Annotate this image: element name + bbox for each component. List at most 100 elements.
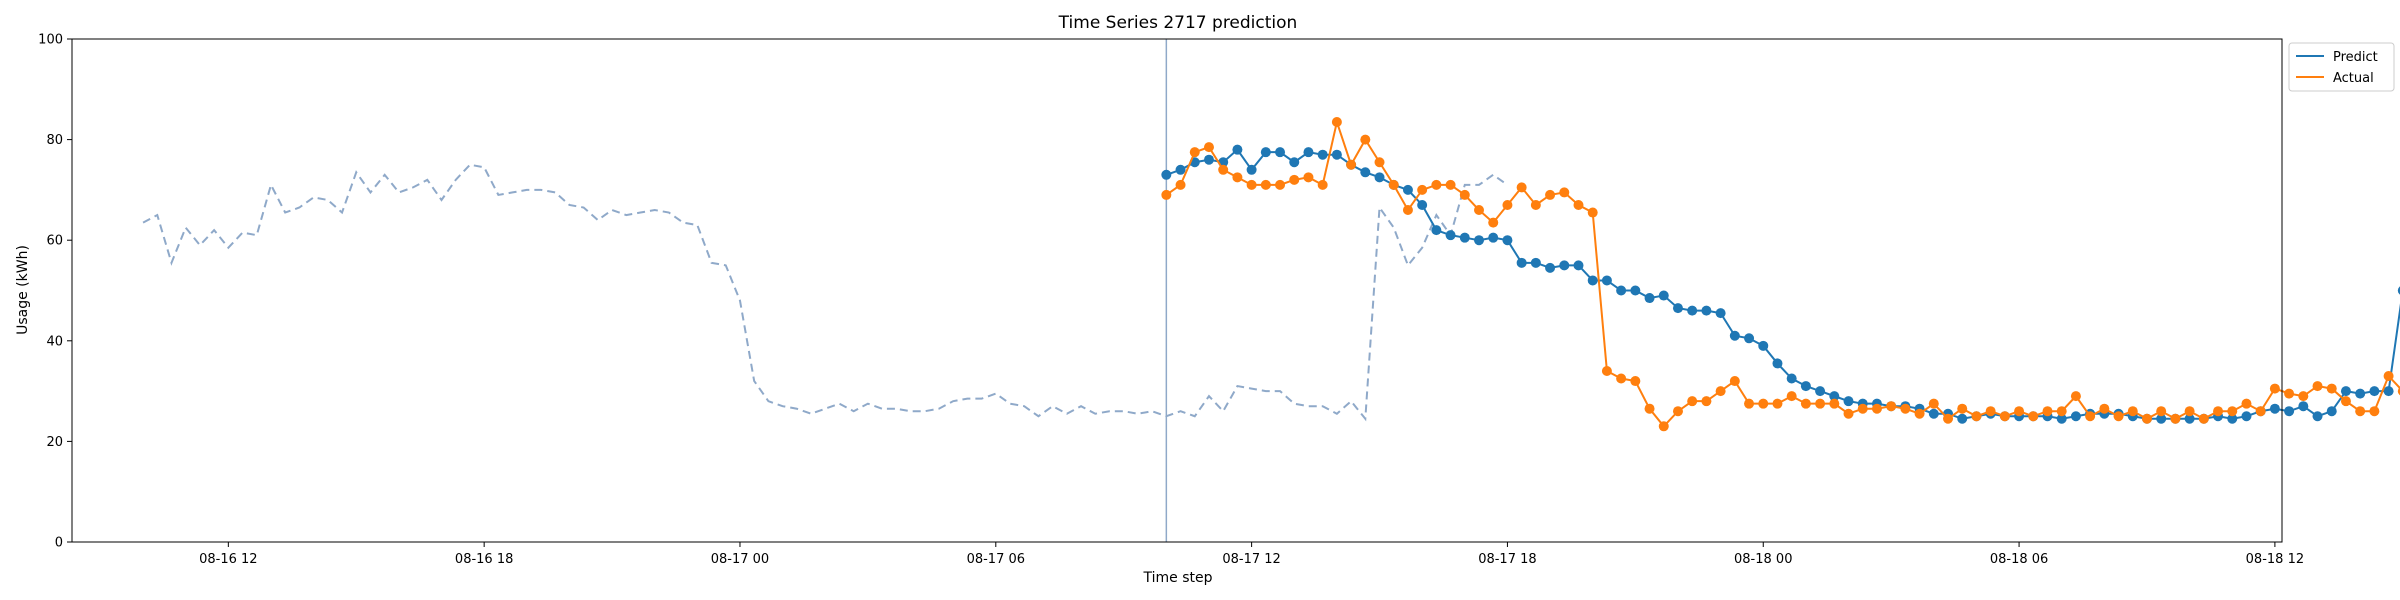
predict-point (1573, 260, 1584, 271)
predict-point (1474, 235, 1485, 246)
predict-point (1417, 199, 1428, 210)
actual-point (1573, 199, 1584, 210)
predict-point (1744, 333, 1755, 344)
predict-point (1786, 373, 1797, 384)
actual-point (1886, 401, 1897, 412)
actual-point (1488, 217, 1499, 228)
actual-point (1374, 157, 1385, 168)
legend: Predict Actual (2288, 42, 2395, 92)
actual-point (1360, 134, 1371, 145)
actual-point (1545, 189, 1556, 200)
predict-point (1630, 285, 1641, 296)
predict-point (1175, 164, 1186, 175)
predict-point (2184, 413, 2195, 424)
actual-point (1715, 386, 1726, 397)
actual-point (2014, 406, 2025, 417)
actual-point (1161, 189, 1172, 200)
predict-point (1232, 144, 1243, 155)
actual-point (1260, 179, 1271, 190)
predict-point (2312, 411, 2323, 422)
actual-point (1729, 376, 1740, 387)
actual-point (1957, 403, 1968, 414)
predict-point (1275, 147, 1286, 158)
x-tick-label: 08-18 12 (2246, 552, 2304, 567)
actual-point (1985, 406, 1996, 417)
predict-point (1360, 167, 1371, 178)
actual-point (1417, 184, 1428, 195)
actual-point (1218, 164, 1229, 175)
history-line (142, 163, 1509, 422)
actual-point (2255, 406, 2266, 417)
actual-point (2070, 391, 2081, 402)
actual-point (1871, 403, 1882, 414)
actual-point (2141, 413, 2152, 424)
actual-point (1275, 179, 1286, 190)
actual-point (1630, 376, 1641, 387)
actual-point (1246, 179, 1257, 190)
predict-point (1317, 149, 1328, 160)
actual-point (1459, 189, 1470, 200)
actual-point (1559, 187, 1570, 198)
actual-point (1772, 398, 1783, 409)
actual-point (2085, 411, 2096, 422)
y-tick-label: 20 (46, 435, 63, 450)
predict-point (1488, 232, 1499, 243)
predict-point (1644, 293, 1655, 304)
predict-point (1701, 305, 1712, 316)
actual-point (1402, 205, 1413, 216)
actual-point (1189, 147, 1200, 158)
predict-point (1161, 169, 1172, 180)
actual-point (1317, 179, 1328, 190)
predict-point (1246, 164, 1257, 175)
actual-point (1203, 142, 1214, 153)
actual-point (2042, 406, 2053, 417)
x-tick-label: 08-17 06 (967, 552, 1025, 567)
predict-point (1545, 262, 1556, 273)
predict-point (1331, 149, 1342, 160)
y-tick-label: 60 (46, 234, 63, 249)
predict-point (1289, 157, 1300, 168)
predict-point (1459, 232, 1470, 243)
predict-point (1616, 285, 1627, 296)
predict-point (2397, 286, 2400, 295)
predict-point (1516, 257, 1527, 268)
actual-point (1971, 411, 1982, 422)
y-tick-label: 0 (55, 536, 63, 551)
actual-point (1516, 182, 1527, 193)
actual-point (1758, 398, 1769, 409)
predict-point (2326, 406, 2337, 417)
actual-point (2298, 391, 2309, 402)
actual-point (1530, 199, 1541, 210)
actual-point (2213, 406, 2224, 417)
actual-point (1601, 365, 1612, 376)
actual-point (2227, 406, 2238, 417)
predict-point (2070, 411, 2081, 422)
actual-point (1431, 179, 1442, 190)
actual-point (2383, 371, 2394, 382)
predict-point (2156, 413, 2167, 424)
plot-frame (71, 38, 2283, 543)
predict-point (1431, 225, 1442, 236)
actual-point (1829, 398, 1840, 409)
actual-point (2184, 406, 2195, 417)
predict-point (1374, 172, 1385, 183)
predict-point (1843, 396, 1854, 407)
x-tick-label: 08-17 18 (1478, 552, 1536, 567)
actual-point (1331, 116, 1342, 127)
actual-point (1303, 172, 1314, 183)
predict-point (1587, 275, 1598, 286)
predict-point (1957, 413, 1968, 424)
actual-point (1289, 174, 1300, 185)
x-axis: 08-16 12 08-16 18 08-17 00 08-17 06 08-17 12… (199, 542, 2304, 567)
actual-point (2028, 411, 2039, 422)
x-tick-label: 08-18 06 (1990, 552, 2048, 567)
predict-point (2284, 406, 2295, 417)
legend-predict-label: Predict (2333, 50, 2378, 65)
actual-point (1616, 373, 1627, 384)
predict-point (2269, 403, 2280, 414)
predict-point (1928, 408, 1939, 419)
actual-point (1687, 396, 1698, 407)
x-tick-label: 08-16 18 (455, 552, 513, 567)
actual-point (1658, 421, 1669, 432)
